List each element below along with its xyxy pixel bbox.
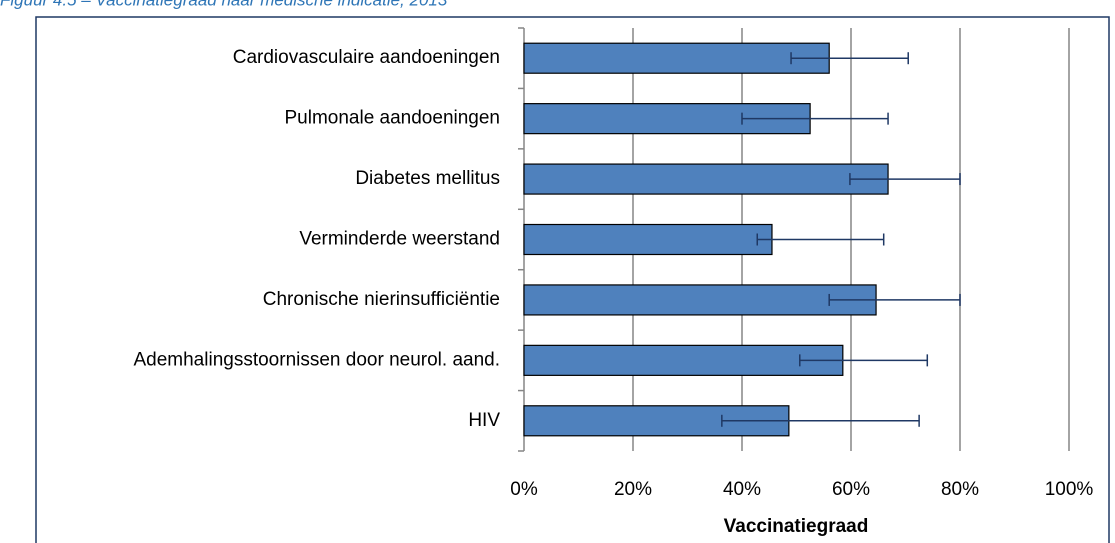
x-tick-label: 20% [614, 479, 652, 500]
x-tick-label: 0% [510, 479, 538, 500]
y-tick-label: Chronische nierinsufficiëntie [263, 289, 500, 310]
bar [523, 284, 877, 316]
chart-frame [35, 16, 1110, 543]
x-tick-label: 100% [1045, 479, 1094, 500]
x-tick-label: 60% [832, 479, 870, 500]
bar [523, 223, 773, 256]
y-tick-label: Ademhalingsstoornissen door neurol. aand… [133, 349, 500, 370]
bar [523, 42, 830, 74]
bar [523, 163, 889, 195]
y-tick-label: Cardiovasculaire aandoeningen [233, 47, 500, 68]
y-tick-label: HIV [468, 410, 500, 431]
y-tick-label: Verminderde weerstand [299, 229, 500, 250]
x-tick-label: 80% [941, 479, 979, 500]
chart-title: Figuur 4.5 – Vaccinatiegraad naar medisc… [0, 0, 448, 9]
bar [523, 344, 844, 376]
x-tick-label: 40% [723, 479, 761, 500]
y-tick-label: Diabetes mellitus [355, 168, 500, 189]
x-axis-title: Vaccinatiegraad [724, 516, 869, 537]
y-tick-label: Pulmonale aandoeningen [284, 108, 500, 129]
